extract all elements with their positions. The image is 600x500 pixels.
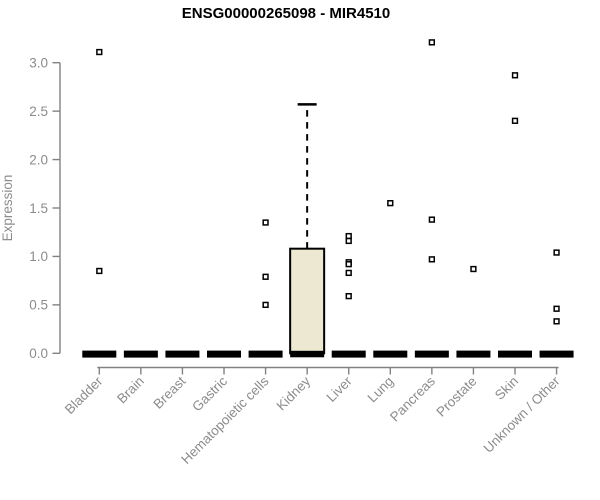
median-line bbox=[290, 350, 325, 358]
box bbox=[289, 247, 326, 355]
chart-title: ENSG00000265098 - MIR4510 bbox=[181, 5, 391, 22]
y-tick-label: 1.5 bbox=[29, 201, 48, 216]
outlier-point bbox=[262, 219, 269, 226]
outlier-point bbox=[345, 292, 352, 300]
collapsed-box bbox=[207, 350, 242, 358]
outlier-point bbox=[96, 48, 103, 56]
x-tick-label: Lung bbox=[365, 374, 397, 406]
collapsed-box bbox=[498, 350, 532, 358]
outlier-point bbox=[511, 72, 519, 79]
outlier-point bbox=[470, 265, 477, 273]
y-tick-label: 1.0 bbox=[29, 249, 48, 264]
y-tick-label: 3.0 bbox=[29, 56, 48, 71]
x-tick-label: Bladder bbox=[62, 373, 106, 417]
collapsed-box bbox=[331, 350, 366, 358]
x-tick-label: Kidney bbox=[273, 373, 313, 413]
x-tick-label: Breast bbox=[150, 373, 188, 411]
outlier-point bbox=[428, 216, 436, 223]
collapsed-box bbox=[165, 350, 200, 358]
outlier-point bbox=[345, 269, 352, 277]
collapsed-box bbox=[373, 350, 408, 358]
x-tick-label: Prostate bbox=[433, 374, 479, 420]
x-tick-label: Gastric bbox=[189, 373, 230, 414]
outlier-point bbox=[553, 249, 560, 256]
collapsed-box bbox=[82, 350, 117, 358]
x-tick-label: Brain bbox=[114, 374, 147, 407]
outlier-point bbox=[511, 117, 519, 124]
outlier-point bbox=[345, 232, 352, 240]
y-tick-label: 2.0 bbox=[29, 152, 48, 167]
x-tick-label: Unknown / Other bbox=[480, 373, 563, 456]
collapsed-box bbox=[414, 350, 449, 358]
collapsed-box bbox=[539, 350, 574, 358]
collapsed-box bbox=[248, 350, 283, 358]
outlier-point bbox=[345, 237, 352, 245]
y-tick-label: 0.5 bbox=[29, 298, 48, 313]
y-tick-label: 0.0 bbox=[29, 346, 48, 361]
x-tick-label: Liver bbox=[324, 373, 356, 405]
outlier-point bbox=[553, 305, 560, 312]
outlier-point bbox=[428, 39, 436, 46]
x-tick-label: Pancreas bbox=[387, 373, 438, 424]
outlier-point bbox=[387, 200, 394, 207]
outlier-point bbox=[96, 267, 103, 275]
outlier-point bbox=[553, 318, 560, 325]
collapsed-box bbox=[456, 350, 491, 358]
outlier-point bbox=[262, 301, 269, 309]
collapsed-box bbox=[123, 350, 158, 358]
x-tick-label: Skin bbox=[492, 374, 521, 403]
outlier-point bbox=[345, 261, 352, 268]
outlier-point bbox=[262, 273, 269, 280]
outlier-point bbox=[428, 256, 436, 263]
y-tick-label: 2.5 bbox=[29, 104, 48, 119]
